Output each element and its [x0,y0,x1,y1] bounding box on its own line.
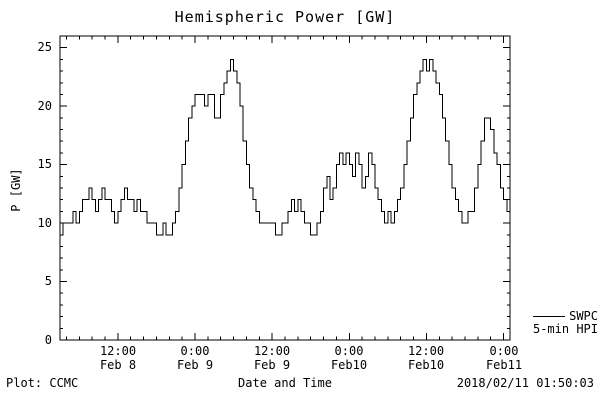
x-tick-date-3: Feb10 [330,358,368,372]
x-tick-time-1: 0:00 [180,344,210,358]
x-tick-time-0: 12:00 [99,344,137,358]
y-tick-label-0: 0 [44,333,52,347]
footer-timestamp: 2018/02/11 01:50:03 [456,376,594,390]
footer-plot-source: Plot: CCMC [6,376,79,390]
x-tick-date-2: Feb 9 [253,358,291,372]
x-tick-time-2: 12:00 [253,344,291,358]
y-tick-label-25: 25 [37,40,52,54]
x-tick-time-3: 0:00 [334,344,364,358]
x-tick-date-0: Feb 8 [99,358,137,372]
x-tick-date-4: Feb10 [407,358,445,372]
x-tick-time-5: 0:00 [489,344,519,358]
legend: SWPC 5-min HPI [508,310,598,336]
legend-series-desc: 5-min HPI [532,322,598,336]
x-tick-date-1: Feb 9 [176,358,214,372]
legend-line-sample [533,316,566,317]
x-axis-title: Date and Time [238,376,332,390]
axis-major-ticks [60,36,510,341]
y-tick-label-15: 15 [37,157,52,171]
axis-minor-ticks [60,36,510,340]
x-tick-date-5: Feb11 [485,358,523,372]
x-tick-time-4: 12:00 [407,344,445,358]
y-tick-label-5: 5 [44,274,52,288]
hpi-data-line [60,58,510,236]
y-tick-label-10: 10 [37,216,52,230]
chart-title: Hemispheric Power [GW] [174,8,396,26]
legend-series-name: SWPC [569,309,598,323]
y-tick-label-20: 20 [37,99,52,113]
